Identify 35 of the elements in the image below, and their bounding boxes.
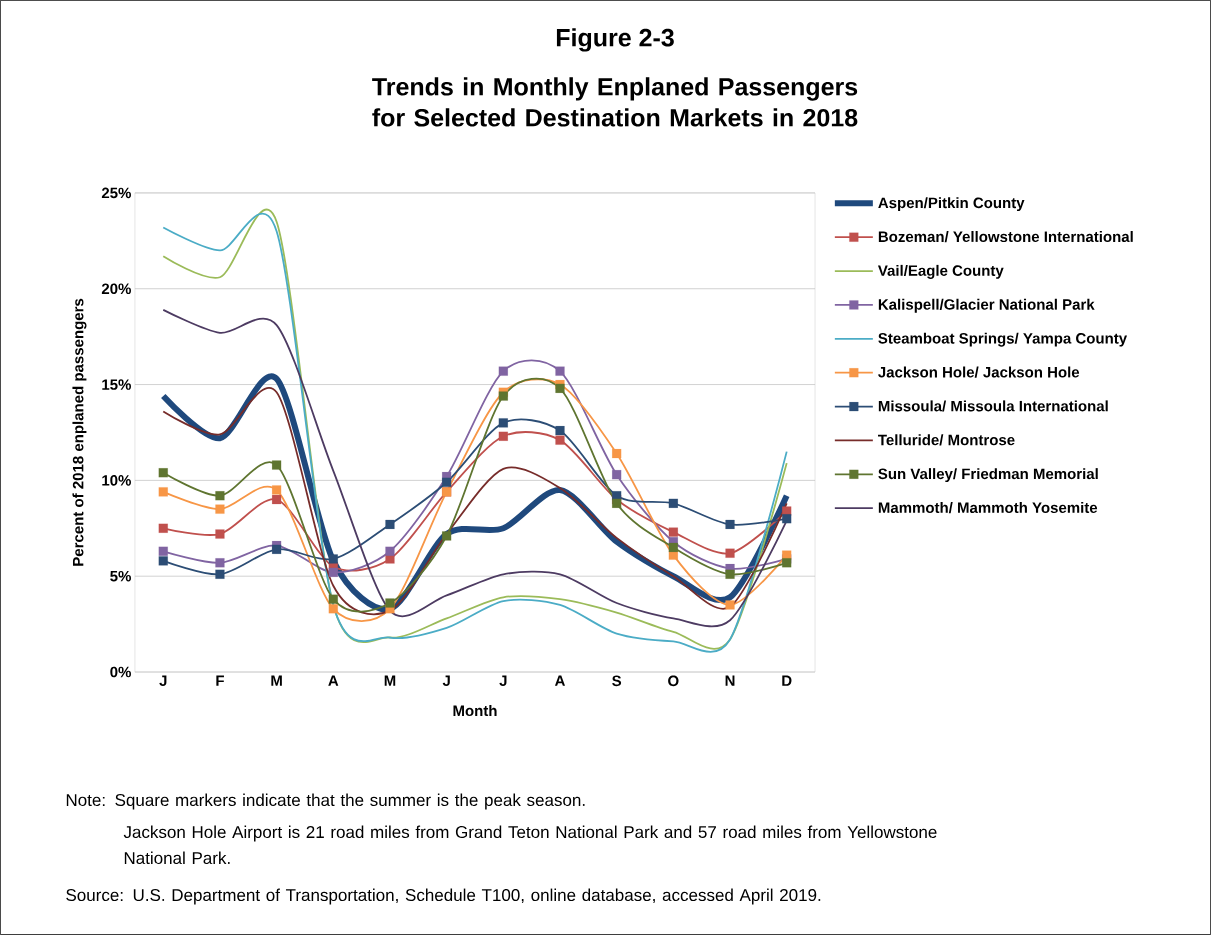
legend-label: Aspen/Pitkin County	[878, 197, 1025, 212]
y-tick-label: 25%	[101, 187, 131, 199]
x-tick-label: M	[384, 675, 396, 686]
y-tick-label: 15%	[102, 379, 131, 390]
y-tick-label: 0%	[110, 666, 131, 678]
x-tick-label: N	[725, 675, 735, 686]
legend-label: Sun Valley/ Friedman Memorial	[878, 468, 1098, 483]
legend-label: Vail/Eagle County	[877, 264, 1004, 279]
text: Jackson Hole Airport is 21 road miles from Grand Teton National Park and 57 road miles from Yellowstone National Park.	[123, 825, 937, 865]
legend-label: Steamboat Springs/ Yampa County	[878, 332, 1128, 347]
x-tick-label: J	[499, 675, 507, 687]
x-axis-title: Month	[453, 705, 497, 717]
y-tick-label: 10%	[102, 475, 131, 486]
x-tick-label: F	[216, 675, 224, 686]
legend-label: Kalispell/Glacier National Park	[878, 298, 1095, 313]
text: Note: Square markers indicate that the summer is the peak season.	[66, 793, 585, 810]
x-tick-label: J	[159, 675, 167, 687]
x-tick-label: J	[442, 675, 450, 687]
source-note: Source: U.S. Department of Transportation, Schedule T100, online database, accessed April 2019.	[66, 888, 821, 905]
x-tick-label: O	[668, 675, 679, 687]
legend-label: Bozeman/ Yellowstone International	[878, 231, 1133, 243]
legend-label: Jackson Hole/ Jackson Hole	[878, 366, 1080, 378]
chart-subtitle: Trends in Monthly Enplaned Passengers for Selected Destination Markets in 2018	[372, 77, 858, 127]
x-tick-label: S	[612, 675, 622, 687]
x-tick-label: A	[328, 675, 339, 686]
x-tick-label: M	[271, 675, 282, 686]
y-tick-label: 20%	[101, 283, 131, 295]
y-axis-title: Percent of 2018 enplaned passengers	[72, 298, 87, 566]
x-tick-label: A	[554, 675, 566, 686]
x-tick-label: D	[782, 675, 792, 686]
legend-label: Mammoth/ Mammoth Yosemite	[878, 502, 1098, 514]
y-tick-label: 5%	[110, 570, 131, 582]
legend-label: Missoula/ Missoula International	[878, 400, 1108, 412]
chart-title: Figure 2-3	[556, 28, 674, 52]
legend-label: Telluride/ Montrose	[878, 434, 1015, 446]
